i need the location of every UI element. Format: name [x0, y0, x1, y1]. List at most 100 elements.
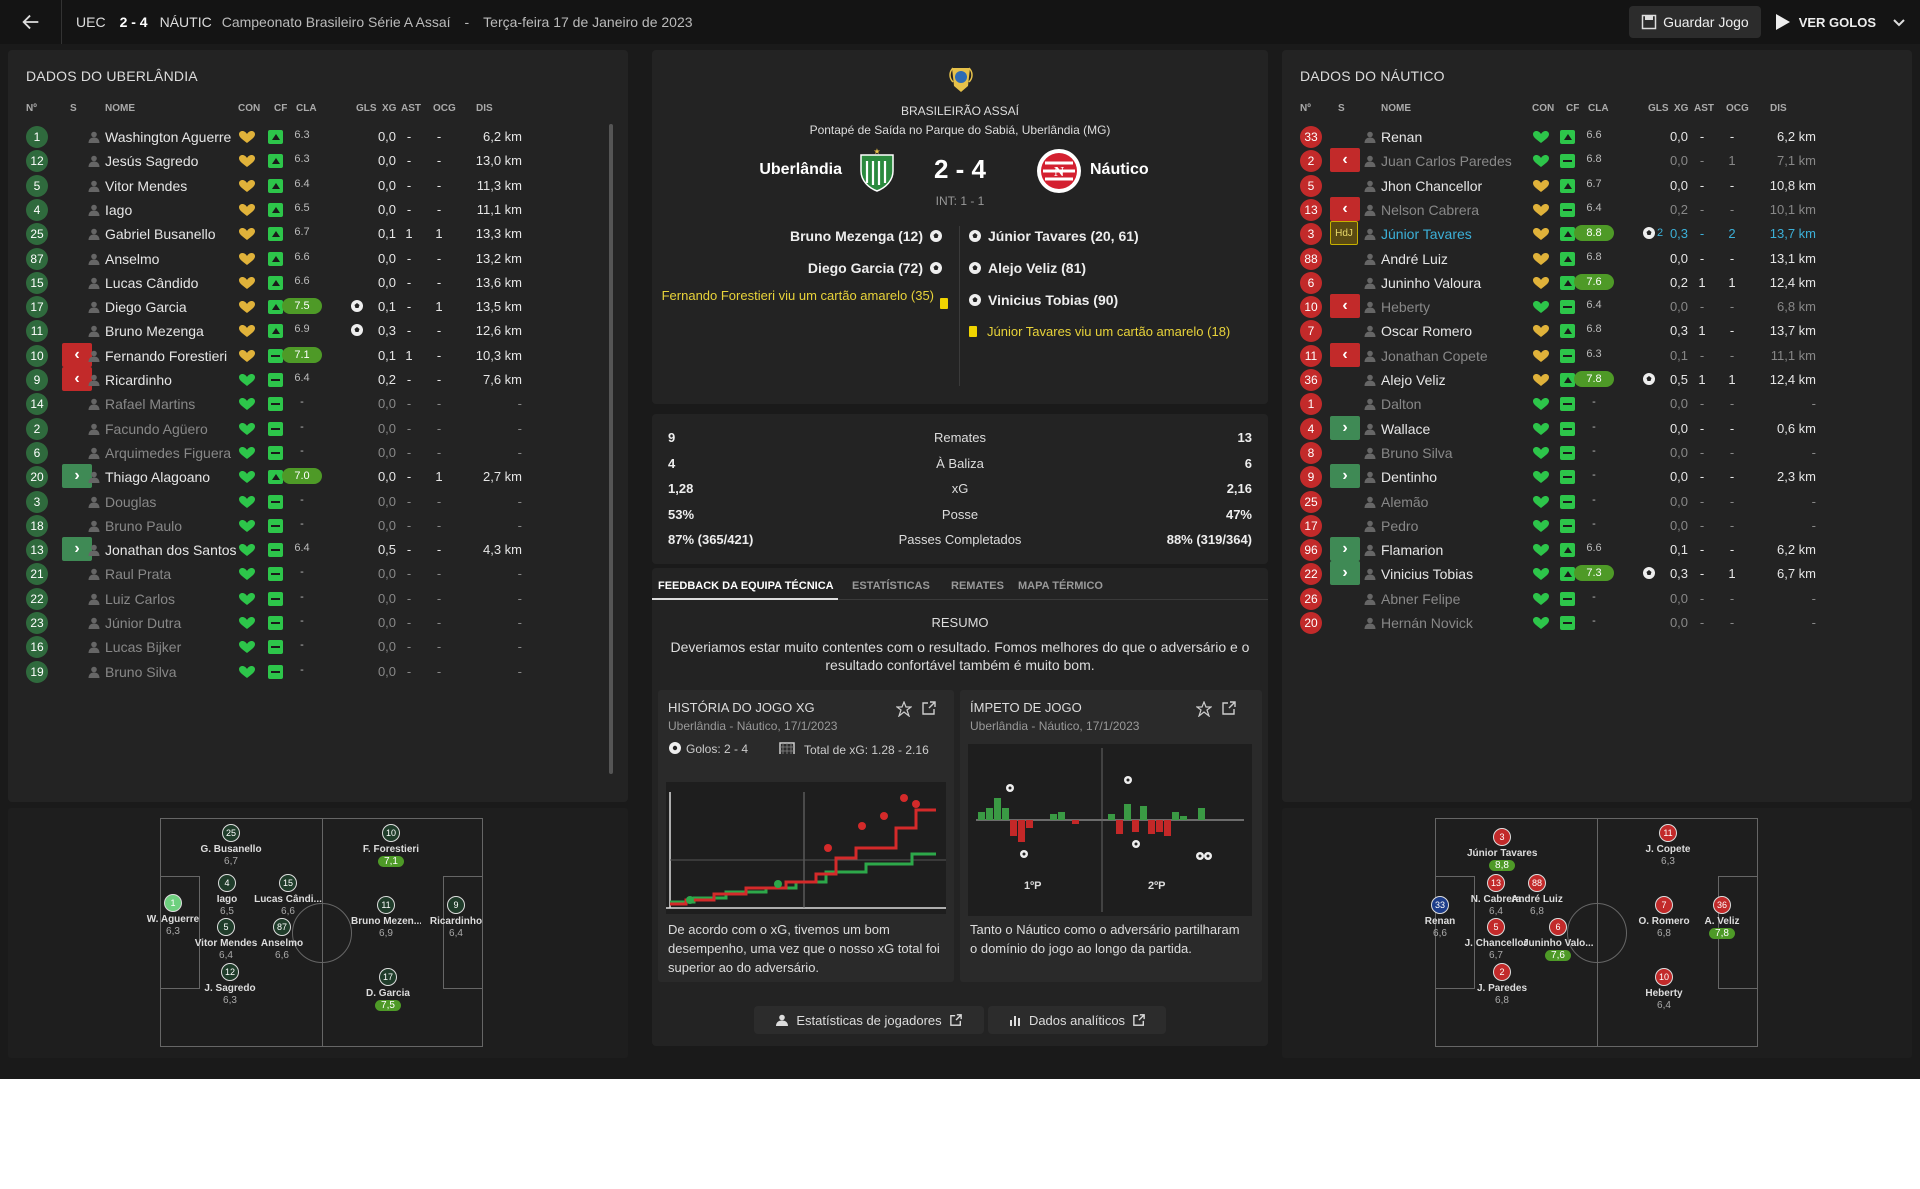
player-name[interactable]: Rafael Martins [105, 396, 196, 413]
col-header-cf[interactable]: CF [1566, 103, 1580, 114]
player-name[interactable]: Nelson Cabrera [1381, 201, 1480, 218]
col-header-ocg[interactable]: OCG [1726, 103, 1749, 114]
away-team-name[interactable]: Náutico [1090, 161, 1149, 178]
player-row[interactable]: 17 Diego Garcia 7.5 0,1- 1 13,5 km [26, 294, 621, 319]
pitch-player[interactable]: 10 Heberty 6,4 [1629, 968, 1699, 1011]
player-row[interactable]: 88 André Luiz 6.8 0,0- -13,1 km [1300, 246, 1900, 270]
player-row[interactable]: 22 › Vinicius Tobias 7.3 0,3- 1 6,7 km [1300, 561, 1900, 586]
player-row[interactable]: 9 › Dentinho -0,0- -2,3 km [1300, 464, 1900, 489]
pitch-player[interactable]: 5 Vitor Mendes 6,4 [191, 918, 261, 961]
xg-story-card[interactable]: HISTÓRIA DO JOGO XG Uberlândia - Náutico… [658, 690, 954, 982]
player-row[interactable]: 10 ‹ Fernando Forestieri 7.1 0,1 1 - 10,3 km [26, 342, 621, 367]
pitch-player[interactable]: 6 Juninho Valo... 7,6 [1523, 918, 1593, 961]
col-header-name[interactable]: NOME [105, 103, 135, 114]
pitch-player[interactable]: 11 J. Copete 6,3 [1633, 824, 1703, 867]
tab-feedback[interactable]: FEEDBACK DA EQUIPA TÉCNICA [658, 580, 834, 592]
player-name[interactable]: Júnior Dutra [105, 615, 182, 631]
player-name[interactable]: Fernando Forestieri [105, 347, 228, 364]
player-row[interactable]: 6 Juninho Valoura 7.6 0,2 1 1 12,4 km [1300, 270, 1900, 294]
player-name[interactable]: Dalton [1381, 396, 1422, 413]
col-header-cla[interactable]: CLA [296, 103, 317, 114]
pitch-player[interactable]: 10 F. Forestieri 7,1 [356, 824, 426, 867]
player-row[interactable]: 87 Anselmo 6.6 0,0- -13,2 km [26, 246, 621, 270]
player-name[interactable]: Iago [105, 201, 133, 218]
player-name[interactable]: Bruno Silva [1381, 444, 1453, 461]
home-player-list[interactable]: 1 Washington Aguerre 6.3 0,0- -6,2 km 12 Jesús… [26, 124, 621, 796]
player-row[interactable]: 25 Alemão -0,0- - - [1300, 489, 1900, 513]
player-name[interactable]: Abner Felipe [1381, 590, 1461, 607]
expand-icon[interactable] [1222, 701, 1236, 715]
col-header-gls[interactable]: GLS [1648, 103, 1669, 114]
player-row[interactable]: 5 Vitor Mendes 6.4 0,0- -11,3 km [26, 173, 621, 197]
player-name[interactable]: Jhon Chancellor [1381, 177, 1483, 194]
player-name[interactable]: Bruno Mezenga [105, 323, 204, 340]
col-header-dis[interactable]: DIS [476, 103, 493, 114]
player-row[interactable]: 14 Rafael Martins -0,0- - - [26, 391, 621, 416]
tab-heatmap[interactable]: MAPA TÉRMICO [1018, 580, 1103, 592]
player-name[interactable]: Oscar Romero [1381, 323, 1473, 340]
player-row[interactable]: 2 ‹ Juan Carlos Paredes 6.8 0,0- 1 7,1 km [1300, 148, 1900, 173]
player-row[interactable]: 23 Júnior Dutra -0,0- - - [26, 610, 621, 634]
player-name[interactable]: Gabriel Busanello [105, 226, 216, 243]
player-name[interactable]: Washington Aguerre [105, 129, 232, 145]
player-name[interactable]: Vitor Mendes [105, 177, 188, 194]
player-name[interactable]: Júnior Tavares [1381, 226, 1472, 243]
player-row[interactable]: 17 Pedro -0,0- - - [1300, 513, 1900, 537]
player-name[interactable]: Flamarion [1381, 542, 1444, 559]
player-name[interactable]: André Luiz [1381, 250, 1448, 267]
player-name[interactable]: Alemão [1381, 493, 1429, 510]
player-name[interactable]: Luiz Carlos [105, 590, 176, 607]
player-row[interactable]: 20 Hernán Novick -0,0- - - [1300, 610, 1900, 634]
player-name[interactable]: Bruno Paulo [105, 517, 183, 534]
pitch-player[interactable]: 7 O. Romero 6,8 [1629, 896, 1699, 939]
player-name[interactable]: Jonathan Copete [1381, 347, 1488, 364]
player-row[interactable]: 33 Renan 6.6 0,0- -6,2 km [1300, 124, 1900, 148]
player-row[interactable]: 96 › Flamarion 6.6 0,1- -6,2 km [1300, 537, 1900, 562]
player-row[interactable]: 13 › Jonathan dos Santos 6.4 0,5- -4,3 km [26, 537, 621, 562]
chevron-down-icon[interactable] [1892, 15, 1906, 29]
pitch-player[interactable]: 17 D. Garcia 7,5 [353, 968, 423, 1011]
pitch-player[interactable]: 11 Bruno Mezen... 6,9 [351, 896, 421, 939]
player-name[interactable]: Arquimedes Figuera [105, 444, 232, 461]
col-header-cf[interactable]: CF [274, 103, 288, 114]
player-row[interactable]: 1 Dalton -0,0- - - [1300, 391, 1900, 416]
save-match-button[interactable]: Guardar Jogo [1629, 6, 1761, 38]
player-name[interactable]: Facundo Agüero [105, 420, 208, 437]
player-name[interactable]: Lucas Bijker [105, 639, 182, 656]
pitch-player[interactable]: 87 Anselmo 6,6 [247, 918, 317, 961]
player-name[interactable]: Bruno Silva [105, 663, 177, 680]
player-name[interactable]: Raul Prata [105, 566, 172, 583]
player-row[interactable]: 12 Jesús Sagredo 6.3 0,0- -13,0 km [26, 148, 621, 173]
player-name[interactable]: Alejo Veliz [1381, 372, 1446, 388]
player-row[interactable]: 20 › Thiago Alagoano 7.0 0,0- 1 2,7 km [26, 464, 621, 489]
player-name[interactable]: Renan [1381, 129, 1423, 145]
player-row[interactable]: 11 ‹ Jonathan Copete 6.3 0,1- -11,1 km [1300, 342, 1900, 367]
col-header-s[interactable]: S [70, 103, 77, 114]
analytics-button[interactable]: Dados analíticos [988, 1006, 1166, 1034]
col-header-no[interactable]: Nº [26, 103, 37, 114]
col-header-dis[interactable]: DIS [1770, 103, 1787, 114]
player-row[interactable]: 36 Alejo Veliz 7.8 0,5 1 1 12,4 km [1300, 367, 1900, 391]
player-name[interactable]: Hernán Novick [1381, 615, 1473, 631]
player-name[interactable]: Jonathan dos Santos [105, 542, 237, 559]
col-header-con[interactable]: CON [238, 103, 261, 114]
home-scrollbar[interactable] [609, 124, 613, 774]
player-name[interactable]: Juan Carlos Paredes [1381, 153, 1512, 170]
col-header-cla[interactable]: CLA [1588, 103, 1609, 114]
player-row[interactable]: 11 Bruno Mezenga 6.9 0,3- -12,6 km [26, 318, 621, 343]
player-row[interactable]: 13 ‹ Nelson Cabrera 6.4 0,2- -10,1 km [1300, 196, 1900, 221]
pitch-player[interactable]: 88 André Luiz 6,8 [1502, 874, 1572, 917]
player-row[interactable]: 3 HdJ Júnior Tavares 8.8 2 0,3- 2 13,7 km [1300, 221, 1900, 246]
pitch-player[interactable]: 3 Júnior Tavares 8,8 [1467, 828, 1537, 871]
player-row[interactable]: 10 ‹ Heberty 6.4 0,0- -6,8 km [1300, 294, 1900, 319]
momentum-card[interactable]: ÍMPETO DE JOGO Uberlândia - Náutico, 17/… [960, 690, 1262, 982]
player-name[interactable]: Ricardinho [105, 372, 172, 388]
player-row[interactable]: 25 Gabriel Busanello 6.7 0,1 1 1 13,3 km [26, 221, 621, 246]
tab-statistics[interactable]: ESTATÍSTICAS [852, 580, 930, 592]
player-row[interactable]: 6 Arquimedes Figuera -0,0- - - [26, 440, 621, 464]
pitch-player[interactable]: 4 Iago 6,5 [192, 874, 262, 917]
col-header-con[interactable]: CON [1532, 103, 1555, 114]
tab-shots[interactable]: REMATES [951, 580, 1004, 592]
star-icon[interactable] [1196, 701, 1212, 717]
pitch-player[interactable]: 1 W. Aguerre 6,3 [138, 894, 208, 937]
